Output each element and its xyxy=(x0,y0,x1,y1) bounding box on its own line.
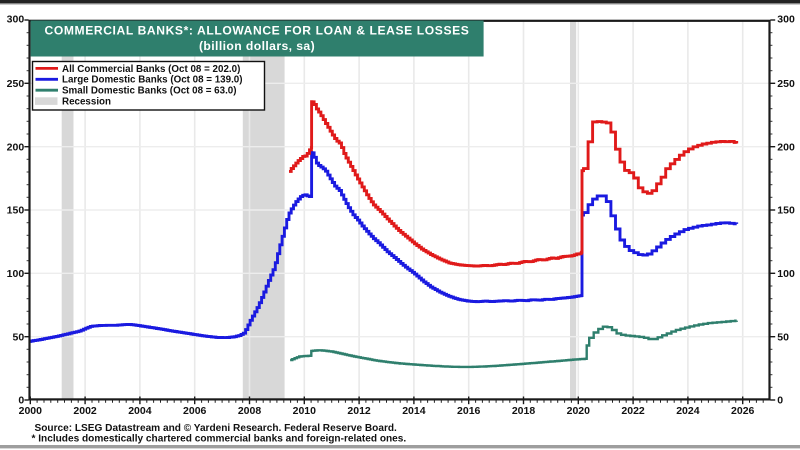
svg-text:100: 100 xyxy=(777,268,795,280)
svg-text:Source: LSEG Datastream and ©: Source: LSEG Datastream and © Yardeni Re… xyxy=(35,423,398,434)
svg-text:250: 250 xyxy=(7,78,25,90)
svg-text:Small Domestic Banks (Oct 08 =: Small Domestic Banks (Oct 08 = 63.0) xyxy=(62,86,237,97)
svg-text:2000: 2000 xyxy=(19,405,43,417)
svg-text:Large Domestic Banks (Oct 08 =: Large Domestic Banks (Oct 08 = 139.0) xyxy=(62,75,243,86)
svg-text:2018: 2018 xyxy=(512,405,536,417)
svg-text:2004: 2004 xyxy=(128,405,152,417)
svg-text:200: 200 xyxy=(7,141,25,153)
svg-text:300: 300 xyxy=(777,13,795,25)
svg-text:2008: 2008 xyxy=(238,405,262,417)
svg-text:2026: 2026 xyxy=(731,405,755,417)
svg-text:2016: 2016 xyxy=(457,405,481,417)
svg-text:50: 50 xyxy=(777,331,789,343)
svg-text:2012: 2012 xyxy=(347,405,371,417)
svg-text:* Includes domestically charte: * Includes domestically chartered commer… xyxy=(32,434,407,445)
svg-text:200: 200 xyxy=(777,141,795,153)
svg-text:100: 100 xyxy=(7,268,25,280)
svg-text:150: 150 xyxy=(7,205,25,217)
svg-text:300: 300 xyxy=(7,13,25,25)
svg-text:2022: 2022 xyxy=(621,405,645,417)
svg-text:2006: 2006 xyxy=(183,405,207,417)
svg-text:Recession: Recession xyxy=(62,97,111,108)
svg-text:0: 0 xyxy=(777,395,783,407)
svg-text:2014: 2014 xyxy=(402,405,426,417)
svg-text:2024: 2024 xyxy=(676,405,700,417)
svg-text:COMMERCIAL BANKS*: ALLOWANCE F: COMMERCIAL BANKS*: ALLOWANCE FOR LOAN & … xyxy=(45,24,470,38)
svg-text:All Commercial Banks (Oct 08 =: All Commercial Banks (Oct 08 = 202.0) xyxy=(62,64,240,75)
svg-text:150: 150 xyxy=(777,205,795,217)
svg-text:2020: 2020 xyxy=(567,405,591,417)
svg-text:2002: 2002 xyxy=(73,405,97,417)
svg-text:(billion dollars, sa): (billion dollars, sa) xyxy=(199,39,315,53)
svg-text:250: 250 xyxy=(777,78,795,90)
svg-text:2010: 2010 xyxy=(293,405,317,417)
svg-text:0: 0 xyxy=(18,395,24,407)
svg-text:50: 50 xyxy=(13,331,25,343)
